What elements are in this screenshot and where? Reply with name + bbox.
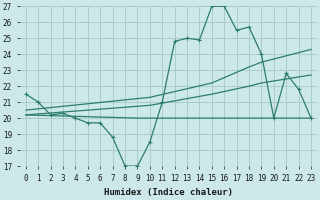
X-axis label: Humidex (Indice chaleur): Humidex (Indice chaleur): [104, 188, 233, 197]
